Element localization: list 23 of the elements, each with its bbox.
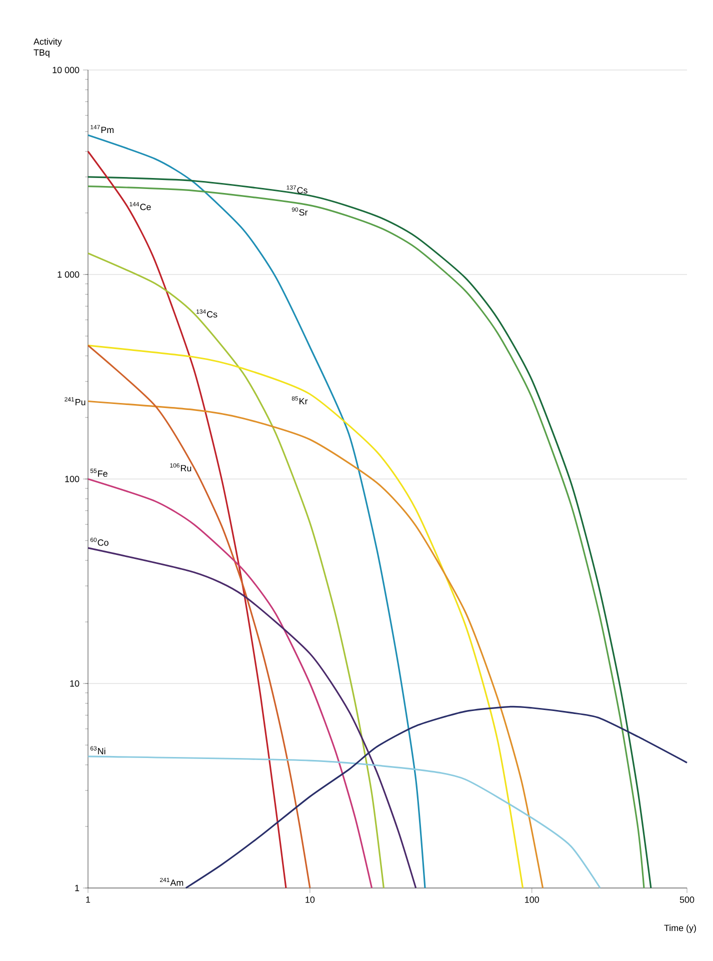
series-label: $^{134}$Cs: [196, 309, 218, 318]
series-label: $^{90}$Sr: [292, 207, 308, 216]
series-label: $^{63}$Ni: [90, 746, 106, 754]
series-label: $^{85}$Kr: [292, 396, 308, 404]
y-tick-label: 100: [65, 476, 80, 482]
y-tick-label: 1 000: [58, 271, 80, 278]
x-tick-label: 10: [306, 896, 315, 903]
y-tick-label: 10: [70, 680, 80, 687]
series-label: $^{241}$Am: [160, 878, 184, 886]
x-axis-title: Time (y): [664, 924, 696, 933]
x-tick-label: 1: [86, 896, 90, 903]
y-tick-label: 10 000: [52, 66, 80, 74]
series-label: $^{241}$Pu: [64, 397, 86, 406]
y-tick-label: 1: [75, 884, 80, 892]
series-label: $^{106}$Ru: [170, 463, 192, 472]
series-label: $^{137}$Cs: [286, 185, 308, 194]
y-axis-title: Activity TBq: [34, 38, 62, 58]
series-label: $^{144}$Ce: [130, 202, 151, 210]
series-label: $^{55}$Fe: [90, 468, 108, 477]
x-tick-label: 100: [525, 896, 540, 903]
x-tick-label: 500: [680, 896, 694, 903]
series-label: $^{60}$Co: [90, 538, 108, 546]
series-label: $^{147}$Pm: [90, 125, 114, 133]
